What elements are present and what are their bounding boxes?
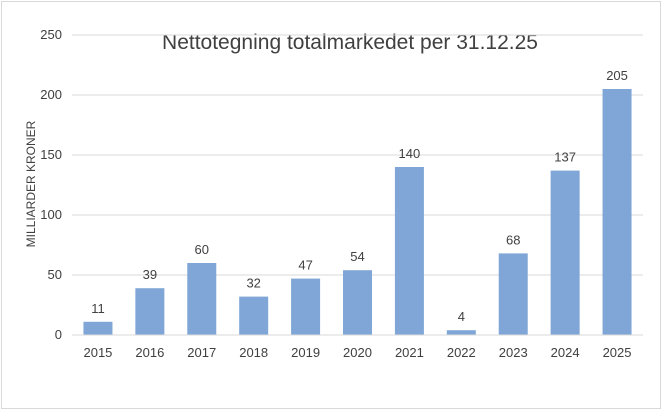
y-tick-label: 250 [40, 27, 62, 42]
x-tick-label: 2019 [291, 345, 320, 360]
x-tick-label: 2021 [395, 345, 424, 360]
data-label: 32 [246, 276, 260, 291]
bar [394, 167, 424, 335]
bar [239, 296, 269, 335]
y-tick-label: 50 [48, 267, 62, 282]
y-tick-label: 200 [40, 87, 62, 102]
x-tick-label: 2023 [499, 345, 528, 360]
chart-title: Nettotegning totalmarkedet per 31.12.25 [162, 31, 538, 54]
y-tick-label: 100 [40, 207, 62, 222]
bar [187, 263, 217, 335]
x-tick-label: 2016 [135, 345, 164, 360]
data-label: 4 [458, 309, 465, 324]
x-tick-label: 2024 [551, 345, 580, 360]
data-label: 60 [195, 242, 209, 257]
x-tick-label: 2017 [187, 345, 216, 360]
data-label: 11 [91, 301, 105, 316]
bar [83, 321, 113, 335]
bar [343, 270, 372, 335]
bar [602, 89, 632, 335]
bar [291, 278, 321, 335]
gridlines [72, 34, 643, 276]
x-tick-label: 2020 [343, 345, 372, 360]
data-label: 137 [554, 150, 576, 165]
x-tick-label: 2022 [447, 345, 476, 360]
y-axis-label: MILLIARDER KRONER [24, 120, 38, 247]
y-tick-label: 0 [55, 327, 62, 342]
data-label: 140 [399, 146, 421, 161]
x-tick-label: 2015 [83, 345, 112, 360]
data-label: 54 [350, 249, 364, 264]
x-tick-label: 2018 [239, 345, 268, 360]
data-label: 39 [143, 267, 157, 282]
bar [135, 288, 165, 335]
data-label: 68 [506, 232, 520, 247]
bars [83, 89, 632, 335]
y-tick-label: 150 [40, 147, 62, 162]
bar [550, 170, 580, 335]
bar [498, 253, 528, 335]
x-tick-label: 2025 [603, 345, 632, 360]
y-axis-ticks: 0 50 100 150 200 250 [40, 27, 62, 342]
x-axis-ticks: 2015 2016 2017 2018 2019 2020 2021 2022 2023 2024… [83, 345, 631, 360]
data-label: 205 [606, 68, 628, 83]
data-labels: 11 39 60 32 47 54 140 4 68 137 205 [91, 68, 628, 324]
data-label: 47 [298, 258, 312, 273]
bar [446, 330, 476, 335]
